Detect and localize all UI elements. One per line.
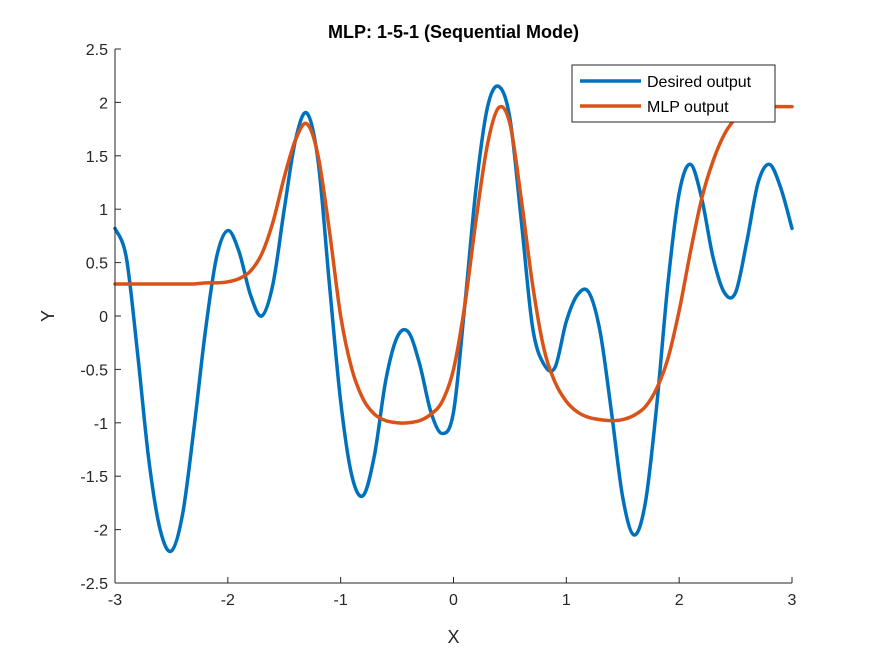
legend: Desired output MLP output xyxy=(571,64,776,123)
x-tick-label: 2 xyxy=(675,592,684,609)
y-tick-label: -1.5 xyxy=(80,469,108,486)
series-line-desired-output xyxy=(113,84,794,554)
y-tick-label: -1 xyxy=(94,416,108,433)
y-tick-label: 0 xyxy=(99,309,108,326)
x-tick-label: -2 xyxy=(221,592,235,609)
x-tick-label: -1 xyxy=(334,592,348,609)
y-tick-label: -0.5 xyxy=(80,362,108,379)
plot-area xyxy=(115,49,792,583)
x-axis-label: X xyxy=(447,627,459,647)
legend-label-mlp-output: MLP output xyxy=(647,99,729,116)
legend-label-desired-output: Desired output xyxy=(647,74,752,91)
x-tick-label: 1 xyxy=(562,592,571,609)
ticks-layer: -3 -2 -1 0 1 2 3 -2.5 -2 -1.5 -1 -0.5 0 0.5 1 1.5 2 2.5 xyxy=(80,42,796,609)
legend-box xyxy=(571,64,776,123)
chart-title: MLP: 1-5-1 (Sequential Mode) xyxy=(328,22,579,42)
x-tick-label: -3 xyxy=(108,592,122,609)
y-tick-label: -2.5 xyxy=(80,576,108,593)
series-layer xyxy=(113,84,794,554)
y-tick-label: 0.5 xyxy=(86,256,108,273)
y-axis-label: Y xyxy=(38,310,58,322)
x-tick-label: 0 xyxy=(449,592,458,609)
y-tick-label: 1.5 xyxy=(86,149,108,166)
y-tick-label: 2 xyxy=(99,95,108,112)
x-tick-label: 3 xyxy=(788,592,797,609)
y-tick-label: 1 xyxy=(99,202,108,219)
y-tick-label: -2 xyxy=(94,523,108,540)
y-tick-label: 2.5 xyxy=(86,42,108,59)
series-line-mlp-output xyxy=(113,104,794,425)
